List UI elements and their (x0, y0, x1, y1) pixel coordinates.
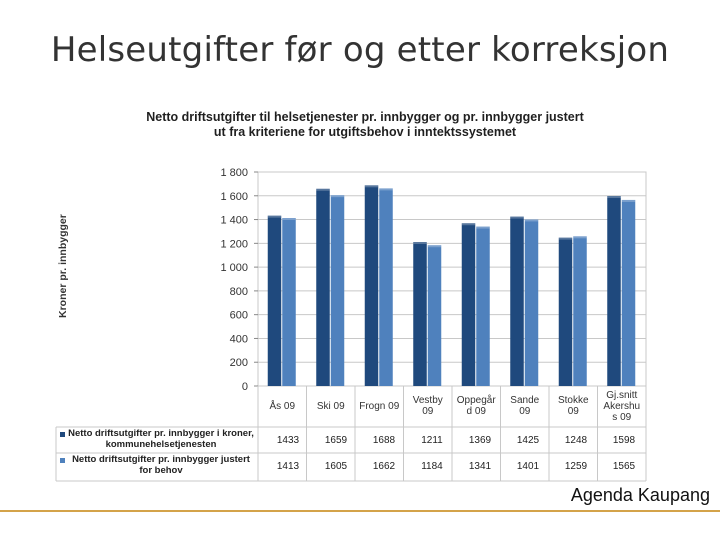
x-tick-label: 09 (568, 406, 580, 417)
bar (510, 216, 524, 386)
bar-highlight (427, 245, 442, 248)
table-cell: 1413 (276, 461, 300, 472)
bar (621, 199, 636, 386)
y-tick-label: 400 (230, 333, 248, 345)
x-tick-label: Sande (510, 395, 539, 406)
legend-swatch-series-1 (60, 432, 65, 437)
x-tick-label: Akershu (603, 401, 640, 412)
data-table-row-series-2: Netto driftsutgifter pr. innbygger juste… (56, 454, 656, 479)
bar (476, 226, 490, 386)
bar-highlight (573, 236, 587, 239)
chart-title: Netto driftsutgifter til helsetjenester … (110, 110, 620, 140)
bar (330, 195, 345, 386)
x-tick-label: d 09 (467, 406, 487, 417)
table-cell: 1598 (612, 435, 636, 446)
bar (607, 196, 621, 386)
bar (524, 219, 539, 386)
table-cell: 1688 (372, 435, 396, 446)
y-tick-label: 200 (230, 357, 248, 369)
bar (282, 218, 296, 386)
table-cell: 1565 (612, 461, 636, 472)
x-tick-label: Gj.snitt (606, 390, 637, 401)
bar-highlight (316, 188, 330, 191)
x-tick-label: Frogn 09 (359, 401, 399, 412)
table-cell: 1659 (324, 435, 348, 446)
footer-divider (0, 510, 720, 512)
y-tick-label: 1 200 (220, 238, 248, 250)
bar-highlight (267, 215, 282, 218)
data-table-row-series-1: Netto driftsutgifter pr. innbygger i kro… (56, 428, 656, 453)
bar (573, 236, 587, 386)
table-cell: 1662 (372, 461, 396, 472)
x-tick-label: Stokke (558, 395, 589, 406)
x-tick-label: Oppegår (457, 394, 497, 406)
table-cell: 1425 (516, 435, 540, 446)
legend-label-series-1: Netto driftsutgifter pr. innbygger i kro… (68, 428, 254, 450)
bar-highlight (476, 226, 490, 229)
table-cell: 1341 (468, 461, 492, 472)
y-tick-label: 1 800 (220, 167, 248, 179)
bar-highlight (379, 188, 393, 191)
table-cell: 1248 (564, 435, 588, 446)
bar (267, 215, 282, 386)
bar (316, 188, 330, 386)
y-tick-label: 600 (230, 310, 248, 322)
bar (379, 188, 393, 386)
table-cell: 1184 (421, 461, 443, 472)
bar (364, 185, 379, 386)
bar-highlight (364, 185, 379, 188)
bar (558, 237, 573, 386)
y-tick-label: 0 (242, 381, 248, 393)
table-cell: 1401 (516, 461, 540, 472)
slide-title: Helseutgifter før og etter korreksjon (50, 30, 670, 70)
x-tick-label: 09 (422, 406, 434, 417)
bar (413, 242, 427, 386)
bar-highlight (607, 196, 621, 199)
bar-highlight (524, 219, 539, 222)
x-tick-label: Ski 09 (317, 401, 345, 412)
x-tick-label: Vestby (413, 395, 443, 406)
table-cell: 1211 (421, 435, 443, 446)
legend-swatch-series-2 (60, 458, 65, 463)
bar (461, 223, 476, 386)
bar-highlight (510, 216, 524, 219)
y-tick-label: 1 400 (220, 215, 248, 227)
table-cell: 1433 (276, 435, 300, 446)
table-cell: 1605 (324, 461, 348, 472)
bar-highlight (330, 195, 345, 198)
table-cell: 1369 (468, 435, 492, 446)
y-tick-label: 1 000 (220, 262, 248, 274)
plot-area (257, 171, 647, 387)
x-tick-label: s 09 (612, 412, 631, 423)
bar-highlight (558, 237, 573, 240)
bar-highlight (282, 218, 296, 221)
y-tick-label: 800 (230, 286, 248, 298)
legend-label-series-2: Netto driftsutgifter pr. innbygger juste… (72, 454, 250, 476)
chart-title-line-2: ut fra kriteriene for utgiftsbehov i inn… (213, 125, 517, 139)
y-tick-label: 1 600 (220, 191, 248, 203)
chart-title-line-1: Netto driftsutgifter til helsetjenester … (146, 110, 584, 124)
x-tick-label: 09 (519, 406, 531, 417)
bar-highlight (413, 242, 427, 245)
bar (427, 245, 442, 386)
x-tick-label: Ås 09 (269, 399, 295, 412)
bar-highlight (621, 199, 636, 202)
table-cell: 1259 (564, 461, 588, 472)
bar-highlight (461, 223, 476, 226)
footer-brand: Agenda Kaupang (570, 485, 710, 505)
